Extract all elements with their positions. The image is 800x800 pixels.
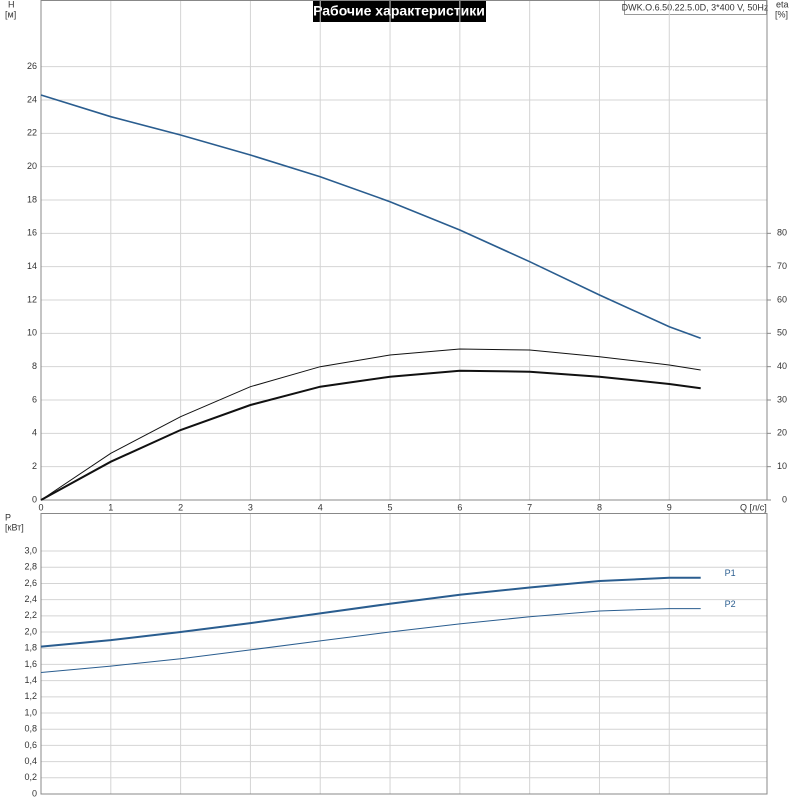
y2-unit: [%] <box>775 9 788 19</box>
y2-tick-label: 30 <box>777 394 787 404</box>
y-tick-label: 0,4 <box>24 756 37 766</box>
y-unit: [кВт] <box>5 522 24 532</box>
y-tick-label: 2,2 <box>24 610 37 620</box>
y-tick-label: 24 <box>27 94 37 104</box>
annotation: DWK.O.6.50.22.5.0D, 3*400 V, 50Hz <box>622 2 769 12</box>
y-tick-label: 2,0 <box>24 626 37 636</box>
y2-tick-label: 60 <box>777 294 787 304</box>
x-tick-label: 1 <box>108 502 113 512</box>
series-line <box>40 94 701 340</box>
series-line <box>40 369 701 501</box>
x-tick-label: 6 <box>457 502 462 512</box>
legend-label: P2 <box>725 599 736 609</box>
y-tick-label: 0 <box>32 494 37 504</box>
y-tick-label: 0,6 <box>24 740 37 750</box>
series-line <box>40 608 701 673</box>
chart-title: Рабочие характеристики <box>313 3 485 19</box>
y2-label: eta <box>776 0 789 9</box>
y-tick-label: 10 <box>27 328 37 338</box>
y-tick-label: 2,8 <box>24 562 37 572</box>
y-tick-label: 14 <box>27 261 37 271</box>
y2-tick-label: 70 <box>777 261 787 271</box>
y-label: P <box>5 512 11 522</box>
x-tick-label: 0 <box>38 502 43 512</box>
y-tick-label: 18 <box>27 194 37 204</box>
y-tick-label: 0,8 <box>24 724 37 734</box>
y2-tick-label: 50 <box>777 328 787 338</box>
x-tick-label: 5 <box>388 502 393 512</box>
x-label: Q [л/с] <box>740 502 767 512</box>
x-tick-label: 3 <box>248 502 253 512</box>
y-tick-label: 0 <box>32 788 37 798</box>
y2-tick-label: 20 <box>777 428 787 438</box>
x-tick-label: 4 <box>318 502 323 512</box>
y-tick-label: 1,0 <box>24 707 37 717</box>
y-tick-label: 4 <box>32 428 37 438</box>
plot-frame <box>40 0 768 501</box>
legend-label: P1 <box>725 568 736 578</box>
y-tick-label: 2 <box>32 461 37 471</box>
y-tick-label: 20 <box>27 161 37 171</box>
y-tick-label: 1,8 <box>24 643 37 653</box>
y-tick-label: 2,4 <box>24 594 37 604</box>
y2-tick-label: 80 <box>777 228 787 238</box>
y-tick-label: 8 <box>32 361 37 371</box>
y-tick-label: 1,6 <box>24 659 37 669</box>
y2-tick-label: 10 <box>777 461 787 471</box>
y-tick-label: 1,4 <box>24 675 37 685</box>
y-label: H <box>8 0 15 9</box>
x-tick-label: 8 <box>597 502 602 512</box>
series-line <box>40 576 701 648</box>
y-tick-label: 1,2 <box>24 691 37 701</box>
y-tick-label: 16 <box>27 228 37 238</box>
plot-frame <box>40 513 768 795</box>
y-tick-label: 12 <box>27 294 37 304</box>
y-unit: [м] <box>5 9 16 19</box>
y-tick-label: 2,6 <box>24 578 37 588</box>
x-tick-label: 7 <box>527 502 532 512</box>
x-tick-label: 2 <box>178 502 183 512</box>
y-tick-label: 3,0 <box>24 545 37 555</box>
x-tick-label: 9 <box>667 502 672 512</box>
y2-tick-label: 40 <box>777 361 787 371</box>
series-line <box>40 348 701 501</box>
y-tick-label: 26 <box>27 61 37 71</box>
title-box <box>313 1 486 22</box>
y-tick-label: 0,2 <box>24 772 37 782</box>
y2-tick-label: 0 <box>782 494 787 504</box>
y-tick-label: 22 <box>27 128 37 138</box>
y-tick-label: 6 <box>32 394 37 404</box>
